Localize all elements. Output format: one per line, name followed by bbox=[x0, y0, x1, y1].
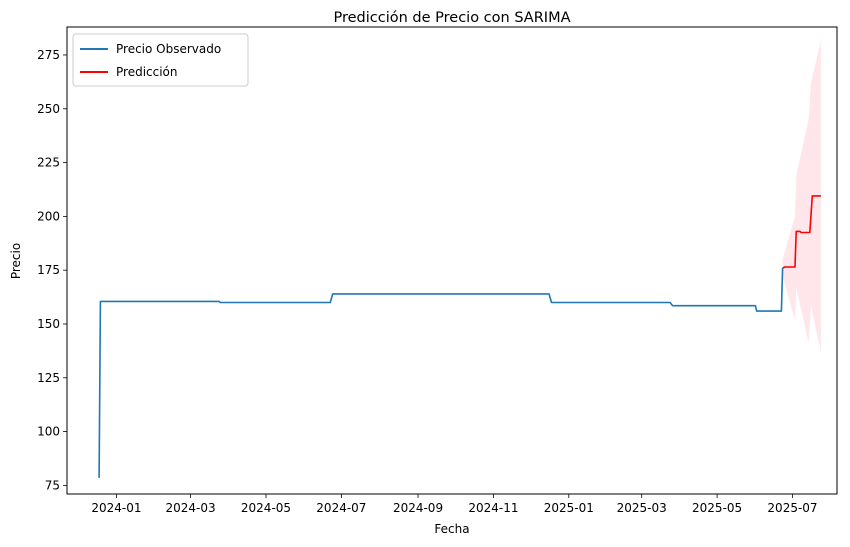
x-axis-label: Fecha bbox=[434, 522, 469, 536]
plot-area bbox=[98, 39, 821, 478]
x-tick-label: 2024-03 bbox=[166, 501, 216, 515]
legend-label-prediction: Predicción bbox=[116, 65, 178, 79]
legend-label-observed: Precio Observado bbox=[116, 42, 221, 56]
confidence-band bbox=[782, 39, 821, 353]
series-line-prediction bbox=[782, 195, 821, 269]
y-tick-label: 175 bbox=[37, 263, 60, 277]
x-tick-label: 2024-05 bbox=[241, 501, 291, 515]
y-tick-label: 100 bbox=[37, 425, 60, 439]
x-tick-label: 2024-07 bbox=[316, 501, 366, 515]
y-tick-label: 150 bbox=[37, 317, 60, 331]
x-tick-label: 2025-07 bbox=[767, 501, 817, 515]
y-axis-label: Precio bbox=[9, 243, 23, 279]
y-tick-label: 250 bbox=[37, 102, 60, 116]
y-axis: 75 100 125 150 175 200 225 250 275 bbox=[37, 48, 67, 492]
plot-frame bbox=[66, 26, 838, 495]
x-tick-label: 2025-01 bbox=[544, 501, 594, 515]
series-line-observed bbox=[98, 267, 784, 478]
legend-frame bbox=[72, 33, 249, 87]
y-tick-label: 275 bbox=[37, 48, 60, 62]
x-tick-label: 2024-09 bbox=[393, 501, 443, 515]
y-tick-label: 200 bbox=[37, 209, 60, 223]
x-tick-label: 2025-03 bbox=[617, 501, 667, 515]
y-tick-label: 75 bbox=[45, 478, 60, 492]
chart-title: Predicción de Precio con SARIMA bbox=[333, 10, 570, 26]
legend: Precio Observado Predicción bbox=[72, 33, 249, 87]
x-axis: 2024-01 2024-03 2024-05 2024-07 2024-09 2024-… bbox=[91, 494, 818, 515]
y-tick-label: 125 bbox=[37, 371, 60, 385]
x-tick-label: 2024-11 bbox=[468, 501, 518, 515]
y-tick-label: 225 bbox=[37, 156, 60, 170]
x-tick-label: 2025-05 bbox=[692, 501, 742, 515]
x-tick-label: 2024-01 bbox=[91, 501, 141, 515]
